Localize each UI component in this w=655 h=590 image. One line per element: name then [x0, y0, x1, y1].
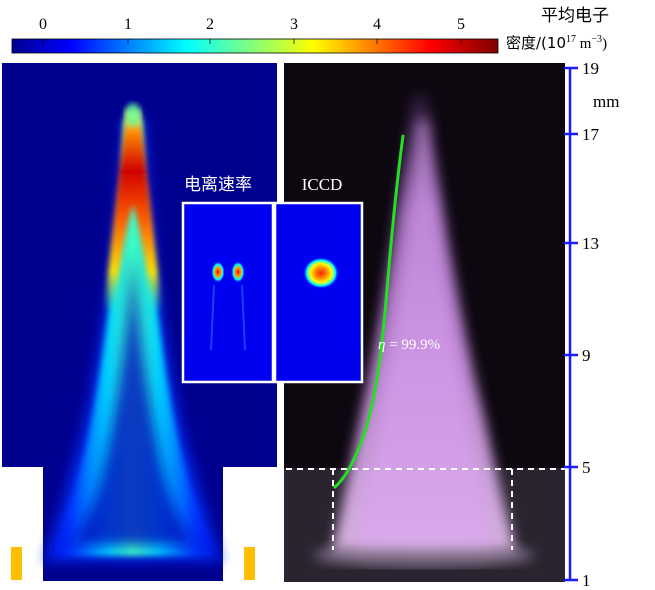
- jet-hot-region: [104, 110, 162, 312]
- ionization-spot-right: [231, 261, 245, 283]
- eta-annotation: η = 99.9%: [378, 337, 440, 353]
- ionization-trail: [210, 284, 246, 351]
- plasma-plume-core: [356, 120, 492, 545]
- colorbar-tick: 2: [206, 16, 214, 33]
- iccd-inset: ICCD: [273, 175, 364, 384]
- iccd-photo-panel: η = 99.9%: [284, 63, 565, 582]
- axis-tick-label: 5: [582, 458, 591, 477]
- ionization-rate-inset: 电离速率: [181, 175, 275, 384]
- axis-tick-label: 17: [582, 125, 600, 144]
- colorbar: 0 1 2 3 4 5 平均电子 密度/(1017 m−3): [11, 6, 609, 54]
- ionization-rate-title: 电离速率: [184, 175, 252, 195]
- colorbar-tick: 4: [373, 16, 381, 33]
- dashed-region-box: [286, 468, 565, 550]
- ionization-rate-frame: [181, 201, 275, 384]
- axis-tick-label: 1: [582, 571, 591, 590]
- iccd-blob: [303, 257, 339, 289]
- iccd-title: ICCD: [302, 175, 343, 194]
- axis-tick-label: 9: [582, 346, 591, 365]
- jet-inner-core: [70, 250, 196, 545]
- jet-tip-glow: [125, 103, 141, 127]
- axis-tick-label: 19: [582, 59, 599, 78]
- colorbar-tick: 1: [124, 16, 132, 33]
- colorbar-tick: 3: [290, 16, 298, 33]
- colorbar-gradient: [11, 38, 499, 54]
- iccd-frame: [273, 201, 364, 384]
- axis-tick-label: 13: [582, 234, 599, 253]
- axis-ticks: [564, 66, 578, 582]
- right-electrode: [244, 547, 255, 580]
- left-electrode: [11, 547, 22, 580]
- height-axis: 19 mm 17 13 9 5 1: [564, 59, 619, 590]
- colorbar-label-line1: 平均电子: [541, 6, 609, 26]
- colorbar-tick: 0: [39, 16, 47, 33]
- eta-curve: [333, 134, 405, 489]
- colorbar-tick: 5: [457, 16, 465, 33]
- colorbar-label-line2: 密度/(1017 m−3): [506, 34, 607, 52]
- colorbar-minor-ticks: [42, 39, 462, 44]
- axis-unit: mm: [593, 92, 619, 111]
- ionization-spot-left: [211, 261, 225, 283]
